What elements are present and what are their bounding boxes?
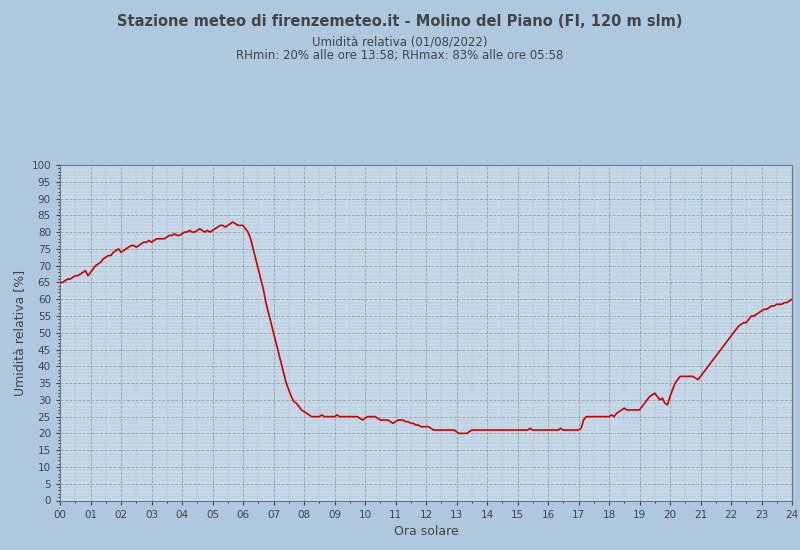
Text: RHmin: 20% alle ore 13:58; RHmax: 83% alle ore 05:58: RHmin: 20% alle ore 13:58; RHmax: 83% al… [236, 50, 564, 63]
Y-axis label: Umidità relativa [%]: Umidità relativa [%] [13, 270, 26, 396]
Text: Umidità relativa (01/08/2022): Umidità relativa (01/08/2022) [312, 36, 488, 49]
X-axis label: Ora solare: Ora solare [394, 525, 458, 538]
Text: Stazione meteo di firenzemeteo.it - Molino del Piano (FI, 120 m slm): Stazione meteo di firenzemeteo.it - Moli… [118, 14, 682, 29]
